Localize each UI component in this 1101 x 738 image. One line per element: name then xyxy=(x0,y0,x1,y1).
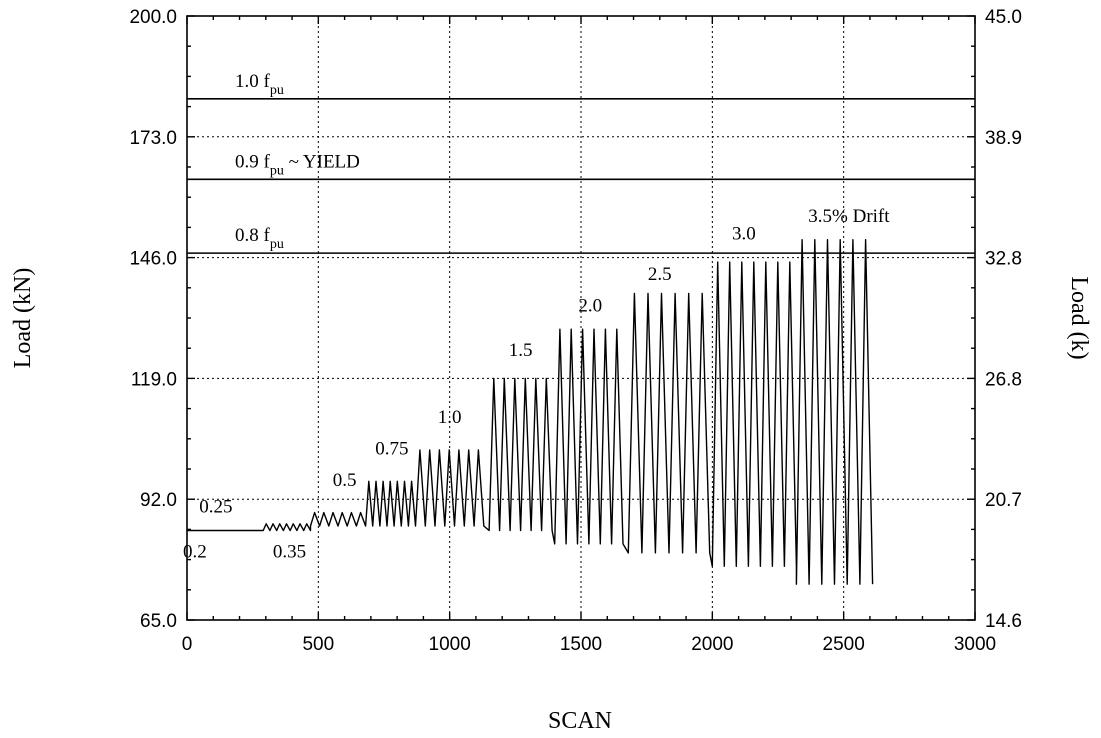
drift-label: 0.5 xyxy=(333,470,357,491)
drift-label: 0.35 xyxy=(273,541,306,562)
drift-label: 0.25 xyxy=(199,497,232,518)
x-axis-title: SCAN xyxy=(548,708,612,734)
y-tick-label-right: 26.8 xyxy=(985,369,1022,390)
drift-label: 1.0 xyxy=(438,407,462,428)
x-tick-label: 3000 xyxy=(954,634,996,655)
x-tick-label: 2500 xyxy=(823,634,865,655)
y-tick-label-left: 119.0 xyxy=(131,369,177,390)
drift-labels: 0.2 0.25 0.35 0.5 0.75 1.0 1.5 2.0 2.5 3.0 3.5% Dr… xyxy=(183,206,890,563)
y-tick-label-left: 173.0 xyxy=(129,128,177,149)
load-trace xyxy=(187,239,874,585)
x-tick-label: 1000 xyxy=(429,634,471,655)
reference-label-suffix: ~ YIELD xyxy=(284,151,360,172)
y-tick-label-right: 38.9 xyxy=(985,128,1022,149)
y-axis-left-title: Load (kN) xyxy=(10,268,36,369)
drift-label: 3.5% Drift xyxy=(808,206,890,227)
x-tick-label: 500 xyxy=(302,634,334,655)
y-tick-label-right: 20.7 xyxy=(985,490,1022,511)
drift-label: 1.5 xyxy=(509,340,533,361)
reference-label-main: 0.8 f xyxy=(235,225,271,246)
y-tick-label-right: 32.8 xyxy=(985,249,1022,270)
drift-label: 2.5 xyxy=(648,264,672,285)
plot-frame xyxy=(186,15,976,621)
reference-label-subscript: pu xyxy=(270,237,284,252)
y-tick-label-left: 146.0 xyxy=(129,249,177,270)
y-tick-label-left: 92.0 xyxy=(140,490,177,511)
x-tick-label: 1500 xyxy=(560,634,602,655)
reference-label-main: 0.9 f xyxy=(235,151,271,172)
drift-label: 0.75 xyxy=(375,438,408,459)
axes: 0 500 1000 1500 2000 2500 3000 65.0 14.6 92.0 20.7… xyxy=(129,7,1022,655)
y-tick-label-right: 14.6 xyxy=(985,611,1022,632)
drift-label: 0.2 xyxy=(183,541,207,562)
reference-label-subscript: pu xyxy=(270,83,284,98)
y-tick-label-left: 200.0 xyxy=(129,7,177,28)
y-tick-label-right: 45.0 xyxy=(985,7,1022,28)
y-axis-right-title: Load (k) xyxy=(1066,276,1092,359)
x-tick-label: 2000 xyxy=(691,634,733,655)
reference-label-main: 1.0 f xyxy=(235,71,271,92)
reference-line-label: 0.8 fpu xyxy=(235,225,284,252)
reference-line-label: 1.0 fpu xyxy=(235,71,284,98)
y-tick-label-left: 65.0 xyxy=(140,611,177,632)
reference-label-subscript: pu xyxy=(270,163,284,178)
reference-line-label: 0.9 fpu ~ YIELD xyxy=(235,151,360,178)
drift-label: 3.0 xyxy=(732,224,756,245)
load-series-line xyxy=(187,239,874,585)
drift-label: 2.0 xyxy=(578,295,602,316)
grid-layer xyxy=(187,16,975,620)
x-tick-label: 0 xyxy=(182,634,193,655)
